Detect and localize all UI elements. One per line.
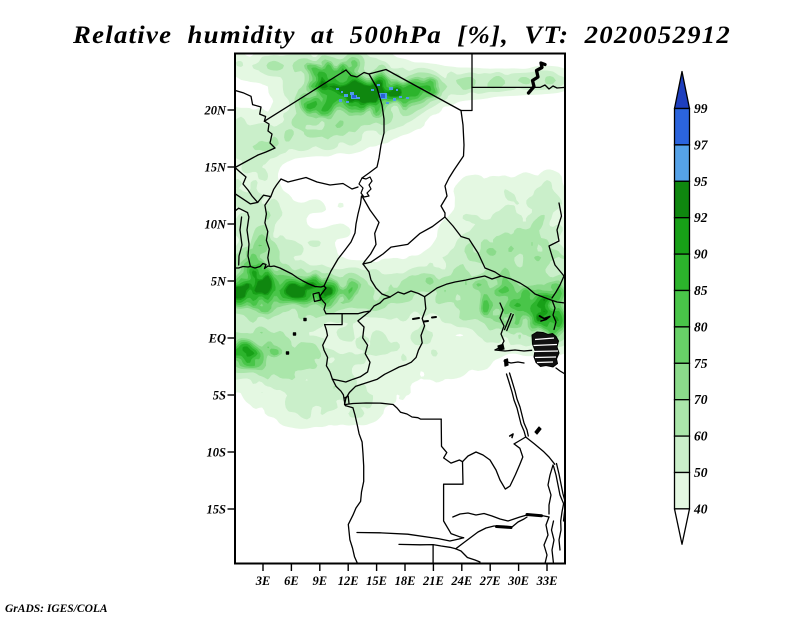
- svg-text:40: 40: [693, 501, 708, 516]
- svg-text:3E: 3E: [255, 574, 271, 588]
- svg-text:6E: 6E: [284, 574, 299, 588]
- svg-text:5S: 5S: [213, 389, 226, 403]
- svg-text:33E: 33E: [536, 574, 558, 588]
- svg-text:5N: 5N: [211, 275, 227, 289]
- svg-text:27E: 27E: [479, 574, 501, 588]
- svg-text:50: 50: [694, 465, 708, 480]
- svg-text:20N: 20N: [203, 104, 227, 118]
- svg-text:15E: 15E: [366, 574, 387, 588]
- svg-text:75: 75: [694, 356, 708, 371]
- svg-text:21E: 21E: [422, 574, 444, 588]
- svg-text:10S: 10S: [207, 446, 227, 460]
- svg-text:85: 85: [694, 283, 708, 298]
- svg-text:GrADS: IGES/COLA: GrADS: IGES/COLA: [5, 603, 108, 615]
- svg-text:EQ: EQ: [208, 332, 226, 346]
- svg-text:30E: 30E: [507, 574, 529, 588]
- svg-text:90: 90: [694, 247, 708, 262]
- svg-text:95: 95: [694, 174, 708, 189]
- svg-text:80: 80: [694, 319, 708, 334]
- svg-text:15N: 15N: [204, 161, 227, 175]
- svg-text:15S: 15S: [207, 503, 227, 517]
- svg-text:99: 99: [694, 101, 708, 116]
- svg-text:9E: 9E: [313, 574, 328, 588]
- svg-text:92: 92: [694, 210, 708, 225]
- svg-text:60: 60: [694, 429, 708, 444]
- svg-text:Relative humidity at 500hPa [%: Relative humidity at 500hPa [%], VT: 202…: [72, 20, 731, 49]
- svg-text:10N: 10N: [204, 218, 227, 232]
- svg-text:70: 70: [694, 392, 708, 407]
- svg-text:12E: 12E: [338, 574, 359, 588]
- svg-text:24E: 24E: [450, 574, 472, 588]
- svg-text:18E: 18E: [395, 574, 416, 588]
- svg-text:97: 97: [694, 137, 709, 152]
